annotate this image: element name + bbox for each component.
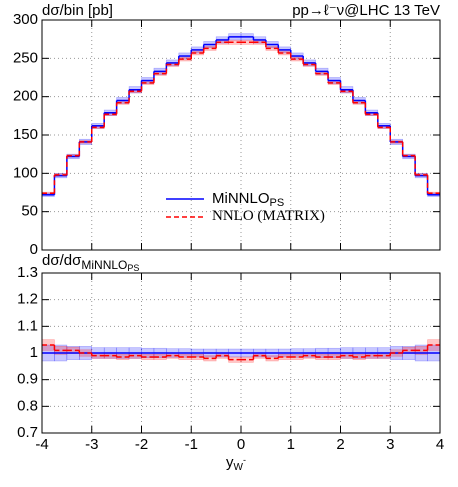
x-label-sub: W [234,462,244,473]
ratio-y-label-sub: MiNNLO [81,258,127,272]
x-label-sup: - [243,455,246,465]
ratio-y-label-main: dσ/dσ [42,252,82,269]
y-tick-label: 1 [30,344,38,361]
ratio-y-label-subsub: PS [127,263,139,273]
y-tick-label: 1.1 [17,317,38,334]
plot-frame [41,19,441,251]
legend-name-sub: PS [270,197,285,209]
x-axis-label: yW- [226,454,246,473]
y-tick-label: 0.9 [17,371,38,388]
y-tick-label: 100 [13,164,38,181]
y-tick-label: 0.7 [17,424,38,441]
legend-label: NNLO (MATRIX) [212,208,325,224]
y-tick-label: 150 [13,126,38,143]
x-tick-label: -4 [35,436,48,453]
legend-name: NNLO (MATRIX) [212,208,325,224]
y-tick-label: 250 [13,49,38,66]
x-tick-label: 2 [336,436,344,453]
x-tick-label: -2 [135,436,148,453]
plot-frame [41,272,441,434]
x-tick-label: -1 [185,436,198,453]
y-tick-label: 1.3 [17,264,38,281]
x-tick-label: 1 [287,436,295,453]
legend-name: MiNNLO [212,190,270,207]
y-tick-label: 0 [30,241,38,258]
x-tick-label: 3 [386,436,394,453]
y-tick-label: 300 [13,11,38,28]
x-tick-label: 4 [436,436,444,453]
y-tick-label: 0.8 [17,397,38,414]
y-tick-label: 50 [21,203,38,220]
x-tick-label: -3 [85,436,98,453]
legend-label: MiNNLOPS [212,190,284,209]
chart-title: dσ/bin [pb] [42,2,113,19]
x-label-main: y [226,454,234,471]
x-tick-label: 0 [237,436,245,453]
ratio-y-label: dσ/dσMiNNLOPS [42,252,139,273]
y-tick-label: 200 [13,88,38,105]
y-tick-label: 1.2 [17,291,38,308]
chart-subtitle: pp→ℓ⁻ν@LHC 13 TeV [292,2,440,19]
